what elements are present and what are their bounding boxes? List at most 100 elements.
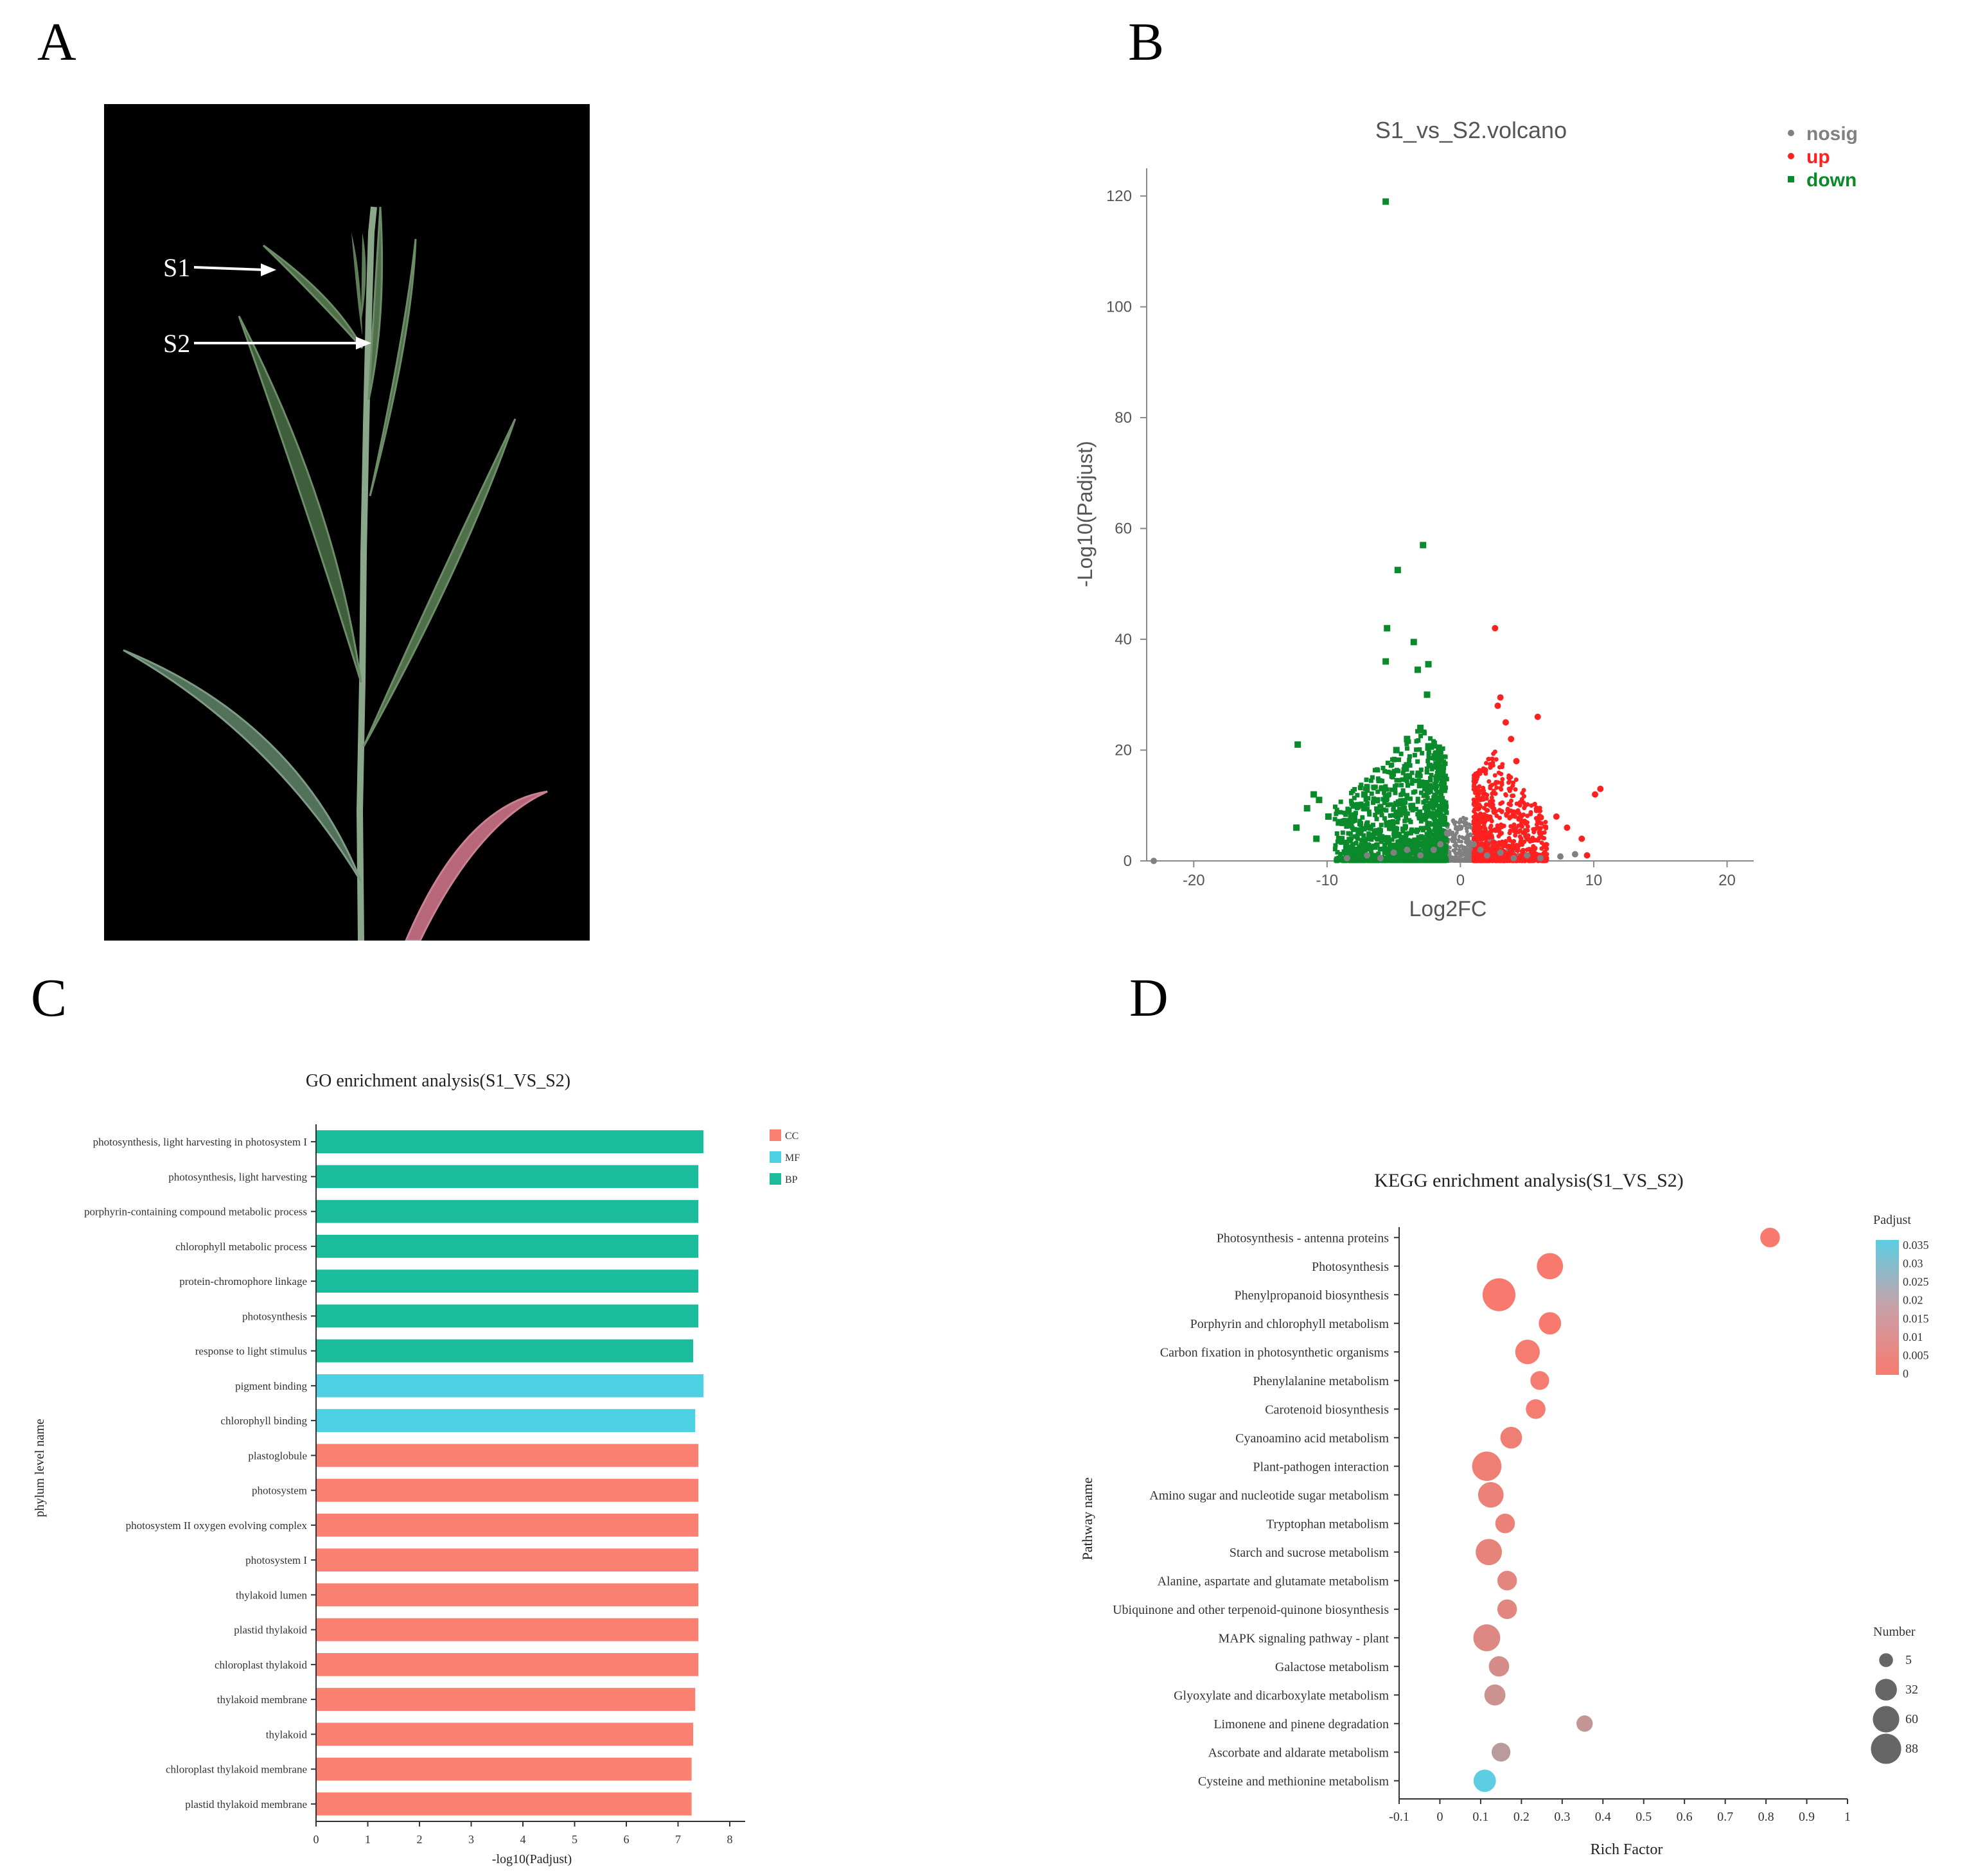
volcano-point-up <box>1526 833 1531 838</box>
volcano-point-nosig <box>1469 858 1473 863</box>
volcano-point-up <box>1542 858 1547 863</box>
volcano-point-up <box>1501 844 1506 849</box>
volcano-point-nosig <box>1452 844 1456 848</box>
volcano-point-up <box>1592 791 1599 798</box>
volcano-point-up <box>1499 780 1504 785</box>
volcano-point-down <box>1441 858 1446 863</box>
volcano-point-nosig <box>1454 856 1458 861</box>
volcano-point-nosig <box>1406 858 1410 862</box>
volcano-point-up <box>1517 834 1522 839</box>
volcano-point-up <box>1476 851 1481 856</box>
volcano-point-up <box>1504 844 1509 849</box>
volcano-point-up <box>1508 844 1513 849</box>
volcano-point-down <box>1438 854 1443 859</box>
volcano-point-down <box>1377 804 1382 809</box>
volcano-point-down <box>1353 858 1358 863</box>
volcano-point-down <box>1397 858 1402 863</box>
volcano-point-up <box>1483 858 1488 863</box>
volcano-legend-label: nosig <box>1806 123 1858 145</box>
volcano-point-up <box>1481 818 1486 823</box>
volcano-point-down <box>1438 854 1443 860</box>
volcano-point-down <box>1432 854 1437 860</box>
volcano-point-nosig <box>1471 856 1476 860</box>
volcano-point-down <box>1425 836 1430 841</box>
go-title: GO enrichment analysis(S1_VS_S2) <box>306 1071 570 1091</box>
volcano-point-nosig <box>1436 857 1440 862</box>
volcano-point-up <box>1564 824 1571 831</box>
volcano-point-up <box>1480 854 1485 860</box>
volcano-point-nosig <box>1407 847 1412 851</box>
volcano-point-up <box>1480 768 1485 774</box>
volcano-point-nosig <box>1441 854 1445 859</box>
volcano-point-nosig <box>1472 835 1476 840</box>
volcano-point-up <box>1530 856 1535 862</box>
volcano-point-nosig <box>1422 858 1427 863</box>
volcano-point-up <box>1476 772 1481 777</box>
volcano-point-down <box>1355 858 1360 863</box>
volcano-point-nosig <box>1422 858 1427 863</box>
volcano-point-down <box>1441 849 1446 854</box>
volcano-point-down <box>1433 858 1438 863</box>
volcano-point-down <box>1443 800 1449 805</box>
volcano-point-up <box>1534 805 1539 810</box>
volcano-point-up <box>1479 857 1484 862</box>
volcano-point-up <box>1485 808 1490 813</box>
volcano-point-nosig <box>1422 856 1426 861</box>
volcano-point-down <box>1389 774 1394 779</box>
volcano-point-nosig <box>1480 833 1485 838</box>
go-bar <box>317 1444 699 1467</box>
volcano-point-down <box>1363 854 1368 859</box>
volcano-point-down <box>1402 849 1407 854</box>
volcano-point-down <box>1375 856 1380 862</box>
volcano-point-up <box>1477 854 1482 859</box>
volcano-point-up <box>1496 856 1501 862</box>
volcano-point-nosig <box>1456 858 1461 863</box>
volcano-point-nosig <box>1476 858 1480 863</box>
volcano-point-nosig <box>1485 844 1489 848</box>
volcano-point-nosig <box>1508 858 1512 863</box>
volcano-point-down <box>1365 802 1370 807</box>
volcano-point-down <box>1338 799 1343 804</box>
kegg-category-label: Carotenoid biosynthesis <box>1265 1403 1389 1417</box>
volcano-point-up <box>1494 779 1499 784</box>
volcano-point-nosig <box>1492 856 1497 861</box>
volcano-point-down <box>1399 845 1404 851</box>
volcano-point-down <box>1436 856 1441 861</box>
volcano-point-down <box>1378 855 1383 860</box>
volcano-point-up <box>1478 819 1483 824</box>
volcano-point-down <box>1358 831 1363 836</box>
volcano-point-down <box>1436 858 1442 863</box>
kegg-padjust-tick: 0.01 <box>1903 1331 1923 1343</box>
volcano-point-nosig <box>1426 853 1431 857</box>
volcano-point-nosig <box>1492 858 1497 863</box>
volcano-point-nosig <box>1452 858 1456 863</box>
volcano-point-down <box>1374 817 1379 822</box>
volcano-point-down <box>1437 858 1442 863</box>
volcano-point-down <box>1435 835 1440 840</box>
volcano-point-down <box>1442 844 1447 849</box>
volcano-point-down <box>1425 856 1430 862</box>
volcano-point-up <box>1505 858 1510 863</box>
volcano-point-nosig <box>1463 856 1467 861</box>
volcano-point-down <box>1363 858 1368 863</box>
volcano-point-up <box>1523 856 1528 862</box>
volcano-point-down <box>1433 856 1438 862</box>
volcano-point-down <box>1393 858 1398 863</box>
volcano-point-nosig <box>1467 858 1472 862</box>
volcano-point-up <box>1513 777 1519 783</box>
volcano-point-up <box>1486 756 1492 761</box>
volcano-point-up <box>1477 814 1482 819</box>
volcano-point-up <box>1505 844 1510 849</box>
volcano-point-nosig <box>1409 856 1413 860</box>
volcano-point-nosig <box>1411 858 1415 863</box>
volcano-point-nosig <box>1422 858 1426 863</box>
volcano-point-down <box>1409 857 1414 862</box>
volcano-point-down <box>1400 792 1406 797</box>
volcano-point-down <box>1441 851 1446 856</box>
volcano-point-down <box>1391 822 1396 827</box>
volcano-point-nosig <box>1451 858 1455 863</box>
kegg-bubble <box>1530 1371 1549 1390</box>
volcano-point-nosig <box>1515 858 1519 863</box>
volcano-point-up <box>1508 846 1513 851</box>
volcano-point-up <box>1472 858 1477 863</box>
